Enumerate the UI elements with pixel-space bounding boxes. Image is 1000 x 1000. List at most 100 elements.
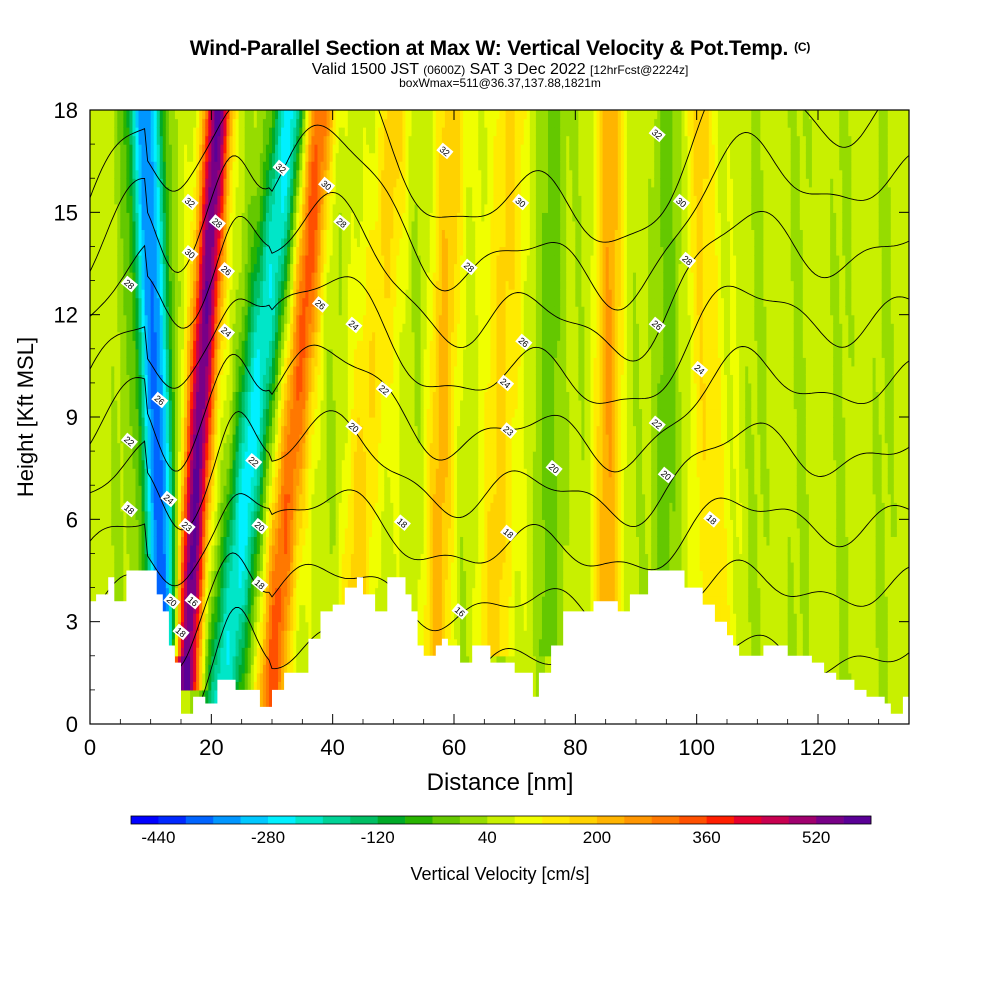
w-cell — [232, 502, 237, 512]
w-cell — [184, 186, 188, 196]
w-cell — [190, 527, 194, 537]
w-cell — [241, 672, 246, 682]
w-cell — [250, 237, 255, 248]
w-cell — [156, 374, 161, 384]
w-cell — [238, 178, 243, 188]
w-cell — [202, 417, 206, 427]
w-cell — [117, 374, 121, 384]
w-cell — [99, 169, 103, 179]
w-cell — [93, 527, 97, 537]
w-cell — [253, 596, 258, 606]
w-cell — [117, 553, 121, 563]
w-cell — [193, 263, 197, 273]
w-cell — [111, 502, 115, 512]
w-cell — [223, 621, 228, 631]
w-cell — [141, 237, 146, 248]
w-cell — [123, 263, 127, 273]
w-cell — [159, 203, 164, 213]
w-cell — [232, 382, 237, 393]
w-cell — [190, 229, 194, 239]
w-cell — [174, 186, 179, 196]
w-cell — [132, 391, 137, 401]
w-cell — [259, 331, 264, 341]
w-cell — [190, 459, 194, 469]
w-cell — [171, 161, 176, 171]
w-cell — [250, 417, 255, 427]
w-cell — [96, 306, 100, 316]
w-cell — [126, 340, 131, 350]
w-cell — [105, 536, 109, 546]
w-cell — [171, 510, 176, 520]
w-cell — [184, 544, 188, 555]
w-cell — [102, 468, 106, 478]
w-cell — [123, 468, 127, 478]
w-cell — [232, 340, 237, 350]
w-cell — [181, 152, 185, 162]
w-cell — [259, 434, 264, 444]
w-cell — [217, 502, 222, 512]
w-cell — [226, 434, 231, 444]
w-cell — [111, 357, 115, 367]
w-cell — [250, 408, 255, 418]
w-cell — [111, 399, 115, 410]
w-cell — [229, 459, 234, 469]
w-cell — [165, 476, 170, 486]
w-cell — [171, 272, 176, 282]
w-cell — [120, 144, 124, 154]
w-cell — [168, 468, 173, 478]
w-cell — [250, 357, 255, 367]
w-cell — [153, 297, 158, 307]
w-cell — [117, 425, 121, 435]
w-cell — [199, 672, 203, 682]
w-cell — [117, 451, 121, 461]
w-cell — [256, 417, 261, 427]
w-cell — [223, 110, 228, 120]
w-cell — [99, 374, 103, 384]
w-cell — [208, 647, 212, 657]
w-cell — [226, 485, 231, 495]
w-cell — [111, 152, 115, 162]
w-cell — [147, 374, 152, 384]
w-cell — [196, 399, 200, 410]
w-cell — [153, 178, 158, 188]
w-cell — [184, 681, 188, 691]
w-cell — [211, 161, 215, 171]
w-cell — [144, 434, 149, 444]
w-cell — [250, 442, 255, 452]
w-cell — [220, 272, 225, 282]
w-cell — [159, 527, 164, 537]
w-cell — [120, 519, 124, 529]
w-cell — [220, 655, 225, 665]
w-cell — [238, 357, 243, 367]
w-cell — [262, 638, 267, 648]
w-cell — [235, 434, 240, 444]
w-cell — [187, 485, 191, 495]
w-cell — [232, 442, 237, 452]
w-cell — [171, 306, 176, 316]
w-cell — [253, 604, 258, 614]
w-cell — [93, 340, 97, 350]
w-cell — [217, 340, 222, 350]
w-cell — [244, 476, 249, 486]
w-cell — [241, 536, 246, 546]
w-cell — [117, 596, 121, 606]
w-cell — [120, 365, 124, 375]
w-cell — [250, 672, 255, 682]
w-cell — [181, 382, 185, 393]
w-cell — [202, 596, 206, 606]
w-cell — [205, 681, 209, 691]
w-cell — [168, 118, 173, 128]
w-cell — [147, 203, 152, 213]
w-cell — [217, 613, 222, 623]
w-cell — [259, 340, 264, 350]
w-cell — [165, 306, 170, 316]
w-cell — [250, 280, 255, 290]
w-cell — [138, 485, 143, 495]
w-cell — [229, 655, 234, 665]
w-cell — [211, 340, 215, 350]
w-cell — [165, 425, 170, 435]
w-cell — [177, 237, 182, 248]
w-cell — [123, 425, 127, 435]
w-cell — [256, 374, 261, 384]
w-cell — [181, 408, 185, 418]
